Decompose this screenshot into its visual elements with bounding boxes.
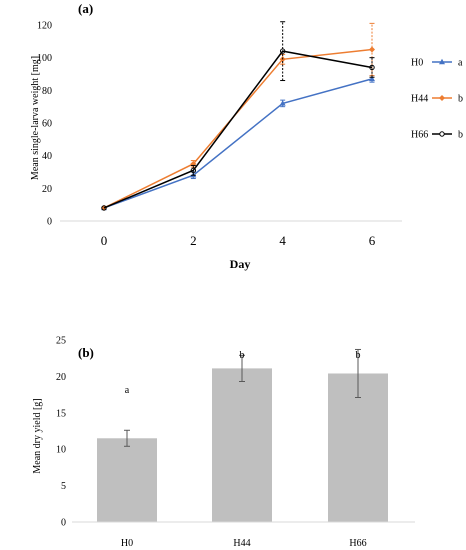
y-tick-label: 15 xyxy=(56,408,66,419)
bar xyxy=(328,373,388,522)
x-axis-b: H0 H44 H66 xyxy=(72,521,415,549)
legend-marker xyxy=(439,131,445,137)
series-H66 xyxy=(101,21,375,211)
line-chart-panel: (a) Mean single-larva weight [mg] Day 0 2… xyxy=(30,1,463,271)
data-point xyxy=(369,75,375,82)
legend-marker xyxy=(439,58,445,65)
legend-entry-H44: H44 b xyxy=(411,94,463,105)
y-tick-label: 100 xyxy=(37,53,52,64)
y-tick-label: 120 xyxy=(37,21,52,32)
series-H44 xyxy=(101,22,375,211)
y-axis-label-b: Mean dry yield [g] xyxy=(32,398,43,473)
y-axis-label-a: Mean single-larva weight [mg] xyxy=(30,56,41,180)
x-tick-label: 6 xyxy=(369,233,376,248)
data-point xyxy=(190,167,197,174)
legend-label: H66 xyxy=(411,130,428,141)
x-axis-a: 0 2 4 6 xyxy=(60,220,402,248)
x-tick-label: 4 xyxy=(279,233,286,248)
bars-group: a b b xyxy=(97,348,388,522)
y-tick-label: 5 xyxy=(61,481,66,492)
y-axis-b: 0 5 10 15 20 25 xyxy=(56,336,66,529)
series-line xyxy=(103,48,373,209)
x-tick-label: 0 xyxy=(101,233,108,248)
panel-label-b: (b) xyxy=(78,345,94,360)
bar xyxy=(97,438,157,522)
legend-entry-H66: H66 b xyxy=(411,130,463,141)
significance-letter: a xyxy=(125,385,130,396)
x-tick-label: H66 xyxy=(349,538,366,549)
legend-label: H0 xyxy=(411,58,423,69)
y-tick-label: 0 xyxy=(61,518,66,529)
y-tick-label: 40 xyxy=(42,151,52,162)
panel-label-a: (a) xyxy=(78,1,93,16)
y-tick-label: 25 xyxy=(56,336,66,347)
y-tick-label: 60 xyxy=(42,119,52,130)
data-point xyxy=(369,64,375,71)
significance-letter: b xyxy=(356,350,361,361)
y-tick-label: 80 xyxy=(42,86,52,97)
bar xyxy=(212,368,272,522)
series-group xyxy=(101,21,375,211)
legend-marker xyxy=(439,95,445,101)
significance-letter: b xyxy=(458,94,463,105)
x-axis-label-a: Day xyxy=(230,257,251,271)
data-point xyxy=(101,205,107,211)
legend-label: H44 xyxy=(411,94,428,105)
legend-entry-H0: H0 a xyxy=(411,58,463,69)
bar-chart-panel: (b) Mean dry yield [g] 0 5 10 15 20 25 a b b H0… xyxy=(32,336,415,549)
y-tick-label: 10 xyxy=(56,445,66,456)
y-tick-label: 20 xyxy=(56,372,66,383)
series-line xyxy=(103,78,373,209)
series-line xyxy=(103,50,373,209)
data-point xyxy=(369,46,375,53)
data-point xyxy=(279,48,286,54)
x-tick-label: H0 xyxy=(121,538,133,549)
y-tick-label: 20 xyxy=(42,184,52,195)
significance-letter: b xyxy=(458,130,463,141)
y-axis-a: 0 20 40 60 80 100 120 xyxy=(37,21,52,228)
x-tick-label: 2 xyxy=(190,233,197,248)
data-point xyxy=(279,100,286,106)
significance-letter: b xyxy=(240,350,245,361)
y-tick-label: 0 xyxy=(47,217,52,228)
legend: H0 a H44 b H66 b xyxy=(411,58,463,141)
significance-letter: a xyxy=(458,58,463,69)
x-tick-label: H44 xyxy=(233,538,250,549)
